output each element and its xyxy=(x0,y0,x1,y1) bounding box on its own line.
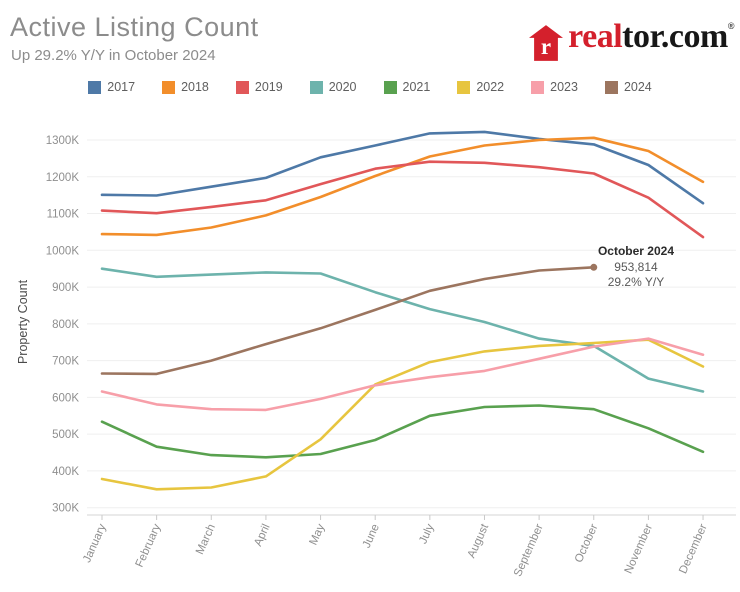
legend-item-2018: 2018 xyxy=(162,80,209,94)
legend-item-2024: 2024 xyxy=(604,80,652,94)
y-axis-tick-label: 900K xyxy=(52,282,79,294)
x-axis-tick-label: November xyxy=(623,522,656,575)
x-axis-tick-label: January xyxy=(81,522,109,564)
x-axis-tick-label: April xyxy=(252,522,272,548)
series-line-2017 xyxy=(100,130,705,205)
legend-swatch xyxy=(383,80,397,94)
logo-tor: tor.com xyxy=(622,18,728,55)
annotation-title: October 2024 xyxy=(597,244,675,258)
y-axis-tick-label: 1200K xyxy=(46,172,80,184)
annotation-point-marker xyxy=(590,263,598,271)
legend-label: 2022 xyxy=(476,80,505,94)
y-axis-tick-label: 500K xyxy=(52,429,79,441)
annotation-delta: 29.2% Y/Y xyxy=(607,275,665,290)
legend-swatch xyxy=(457,80,471,94)
logo-text: realtor.com® xyxy=(568,20,734,54)
page-subtitle: Up 29.2% Y/Y in October 2024 xyxy=(11,47,216,64)
legend-swatch xyxy=(88,80,102,94)
annotation-october-2024: October 2024 953,814 29.2% Y/Y xyxy=(586,244,686,291)
legend-label: 2019 xyxy=(254,80,283,94)
legend-swatch xyxy=(604,80,618,94)
legend: 2017 2018 2019 2020 2021 2022 2023 2024 xyxy=(0,80,740,94)
x-axis-tick-label: February xyxy=(134,522,164,569)
legend-label: 2018 xyxy=(181,80,209,94)
legend-label: 2020 xyxy=(328,80,357,94)
x-axis-tick-label: May xyxy=(307,522,327,547)
y-axis-tick-label: 1000K xyxy=(46,245,80,257)
y-axis-tick-label: 300K xyxy=(52,503,79,515)
logo-real: real xyxy=(568,18,623,55)
y-axis-tick-label: 1100K xyxy=(47,209,80,221)
annotation-value: 953,814 xyxy=(614,259,658,274)
legend-swatch xyxy=(235,80,249,94)
legend-item-2021: 2021 xyxy=(383,80,431,94)
legend-label: 2017 xyxy=(107,80,136,94)
y-axis-tick-label: 600K xyxy=(52,392,79,404)
series-line-2024 xyxy=(100,265,596,376)
legend-label: 2021 xyxy=(402,80,431,94)
legend-item-2022: 2022 xyxy=(457,80,504,94)
legend-swatch xyxy=(309,80,323,94)
legend-label: 2024 xyxy=(623,80,652,94)
x-axis-tick-label: December xyxy=(677,522,710,575)
y-axis-tick-label: 800K xyxy=(52,319,79,331)
realtor-logo: r realtor.com® xyxy=(529,20,735,63)
x-axis-tick-label: September xyxy=(512,522,546,578)
x-axis-tick-label: July xyxy=(417,522,436,546)
legend-item-2020: 2020 xyxy=(309,80,357,94)
series-line-2019 xyxy=(100,160,705,239)
y-axis-tick-label: 1300K xyxy=(46,135,80,147)
x-axis-tick-label: March xyxy=(194,522,218,556)
legend-item-2019: 2019 xyxy=(235,80,283,94)
x-axis-tick-label: August xyxy=(466,522,492,560)
series-line-2022 xyxy=(100,338,705,491)
legend-item-2017: 2017 xyxy=(88,80,135,94)
realtor-house-icon: r xyxy=(529,25,564,61)
x-axis-tick-label: June xyxy=(361,522,382,550)
house-letter: r xyxy=(541,34,551,59)
legend-swatch xyxy=(531,80,545,94)
legend-swatch xyxy=(162,80,176,94)
series-line-2021 xyxy=(100,404,705,459)
legend-item-2023: 2023 xyxy=(531,80,578,94)
y-axis-tick-label: 700K xyxy=(52,356,79,368)
y-axis-tick-label: 400K xyxy=(52,466,79,478)
y-axis-title: Property Count xyxy=(16,279,30,364)
series-line-2023 xyxy=(100,337,705,412)
legend-label: 2023 xyxy=(550,80,578,94)
x-axis-tick-label: October xyxy=(573,522,601,564)
registered-mark: ® xyxy=(727,21,735,31)
page-title: Active Listing Count xyxy=(10,12,259,42)
